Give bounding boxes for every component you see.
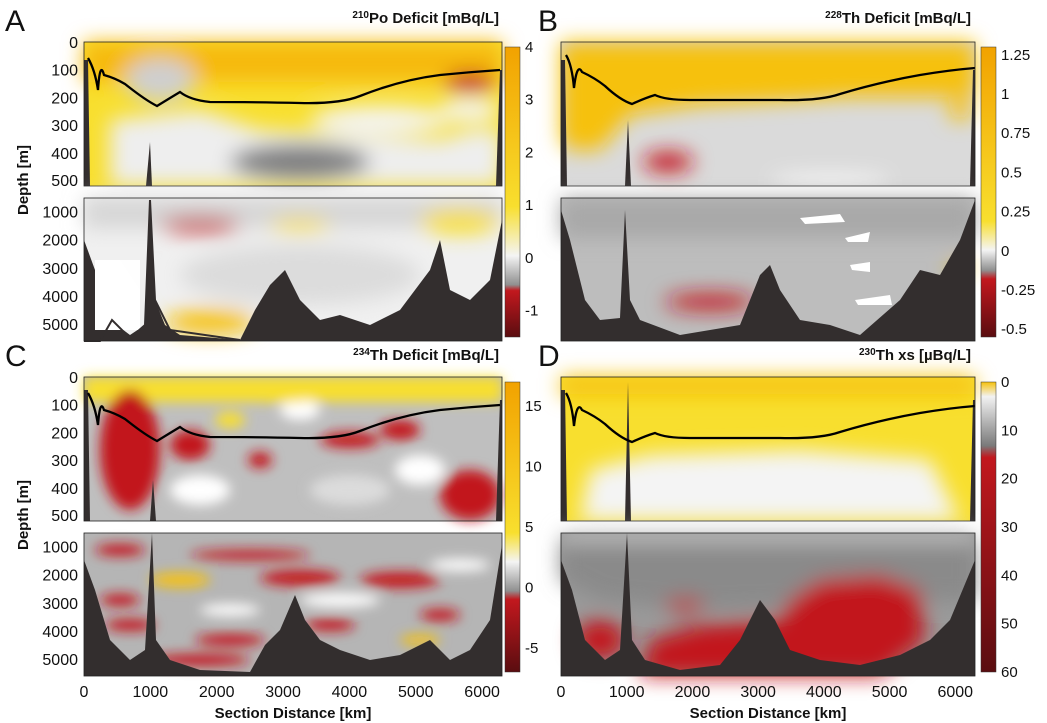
panel-b-colorbar-tick: 1.25 xyxy=(1001,47,1030,64)
panel-b-title: 228Th Deficit [mBq/L] xyxy=(825,10,971,27)
panel-c-upper-field xyxy=(84,377,502,521)
panel-c-xtick: 2000 xyxy=(199,684,235,701)
panel-d-xtick: 1000 xyxy=(609,684,645,701)
panel-d-upper-field xyxy=(561,377,976,521)
panel-c-ytick-lower: 5000 xyxy=(42,652,78,669)
panel-c-colorbar-tick: 5 xyxy=(525,519,533,536)
panel-a-colorbar-tick: 1 xyxy=(525,197,533,214)
panel-d-xtick: 4000 xyxy=(806,684,842,701)
panel-c: C 234Th Deficit [mBq/L] xyxy=(5,340,521,677)
panel-b-colorbar-tick: -0.25 xyxy=(1001,282,1035,299)
panel-d-colorbar-tick: 10 xyxy=(1001,422,1018,439)
panel-c-ytick-upper: 500 xyxy=(51,508,78,525)
panel-a-ytick-lower: 4000 xyxy=(42,289,78,306)
panel-c-colorbar xyxy=(504,381,521,673)
panel-label-b: B xyxy=(538,5,558,38)
panel-label-c: C xyxy=(5,340,27,373)
panel-c-lower-field xyxy=(84,533,502,676)
panel-a-upper-field xyxy=(84,42,502,186)
panel-d-colorbar-tick: 40 xyxy=(1001,567,1018,584)
panel-a-colorbar-tick: -1 xyxy=(525,303,538,320)
panel-c-colorbar-tick: 15 xyxy=(525,398,542,415)
panel-d-xtick: 5000 xyxy=(872,684,908,701)
panel-c-xtick: 5000 xyxy=(398,684,434,701)
panel-d-colorbar-tick: 30 xyxy=(1001,519,1018,536)
panel-c-ytick-lower: 3000 xyxy=(42,596,78,613)
panel-a-ytick-upper: 300 xyxy=(51,118,78,135)
panel-a-ytick-lower: 2000 xyxy=(42,233,78,250)
panel-a-colorbar-tick: 3 xyxy=(525,92,533,109)
panel-a-ytick-lower: 5000 xyxy=(42,317,78,334)
panel-b: B 228Th Deficit [mBq/L] xyxy=(538,5,997,342)
panel-c-title: 234Th Deficit [mBq/L] xyxy=(353,347,499,364)
panel-b-lower-field xyxy=(561,198,975,341)
panel-a-colorbar xyxy=(504,46,521,338)
panel-b-mld-line xyxy=(564,54,976,106)
panel-c-mld-line xyxy=(87,392,501,443)
panel-a-mld-line xyxy=(87,57,501,108)
panel-c-xtick: 4000 xyxy=(332,684,368,701)
panel-a-colorbar-tick: 4 xyxy=(525,39,533,56)
panel-c-xlabel: Section Distance [km] xyxy=(215,705,372,722)
panel-c-ytick-upper: 0 xyxy=(69,370,78,387)
panel-d-xtick: 2000 xyxy=(675,684,711,701)
panel-d-xtick: 6000 xyxy=(937,684,973,701)
panel-a-ylabel: Depth [m] xyxy=(15,145,32,215)
panel-a-ytick-lower: 3000 xyxy=(42,261,78,278)
panel-b-colorbar-tick: 0.5 xyxy=(1001,164,1022,181)
panel-c-xtick: 1000 xyxy=(133,684,169,701)
panel-a-colorbar-tick: 0 xyxy=(525,250,533,267)
panel-a-lower-field xyxy=(84,198,502,342)
panel-c-xtick: 0 xyxy=(80,684,89,701)
panel-a-ytick-upper: 100 xyxy=(51,63,78,80)
panel-b-upper-field xyxy=(561,42,976,186)
panel-d-colorbar-tick: 20 xyxy=(1001,471,1018,488)
panel-c-ytick-lower: 1000 xyxy=(42,540,78,557)
panel-b-colorbar-tick: -0.5 xyxy=(1001,321,1027,338)
panel-d-xtick: 0 xyxy=(557,684,566,701)
panel-c-ytick-lower: 2000 xyxy=(42,568,78,585)
panel-a-title: 210Po Deficit [mBq/L] xyxy=(352,10,499,27)
panel-a-ytick-lower: 1000 xyxy=(42,205,78,222)
panel-b-colorbar-tick: 0 xyxy=(1001,243,1009,260)
panel-c-ytick-upper: 200 xyxy=(51,425,78,442)
panel-d-xlabel: Section Distance [km] xyxy=(690,705,847,722)
panel-d: D 230Th xs [µBq/L] xyxy=(538,340,997,677)
panel-a-ytick-upper: 500 xyxy=(51,173,78,190)
panel-d-colorbar-tick: 50 xyxy=(1001,616,1018,633)
tick-labels: 0100200300400500100020003000400050004321… xyxy=(42,35,1035,701)
panel-d-colorbar-tick: 0 xyxy=(1001,374,1009,391)
panel-d-title: 230Th xs [µBq/L] xyxy=(859,347,971,364)
panel-c-ytick-upper: 300 xyxy=(51,453,78,470)
panel-c-ytick-upper: 100 xyxy=(51,398,78,415)
panel-d-colorbar-tick: 60 xyxy=(1001,664,1018,681)
panel-a-colorbar-tick: 2 xyxy=(525,144,533,161)
panel-c-colorbar-tick: 0 xyxy=(525,579,533,596)
panel-b-colorbar-tick: 1 xyxy=(1001,86,1009,103)
panel-d-mld-line xyxy=(564,392,976,444)
panel-d-lower-field xyxy=(561,533,975,676)
panel-a-ytick-upper: 400 xyxy=(51,146,78,163)
panel-label-a: A xyxy=(5,5,25,38)
panel-b-colorbar-tick: 0.75 xyxy=(1001,125,1030,142)
panel-c-ytick-upper: 400 xyxy=(51,481,78,498)
panel-d-colorbar xyxy=(980,381,997,673)
panel-c-xtick: 6000 xyxy=(464,684,500,701)
panel-b-colorbar xyxy=(980,46,997,338)
panel-c-colorbar-tick: 10 xyxy=(525,459,542,476)
panel-c-ylabel: Depth [m] xyxy=(15,480,32,550)
panel-c-colorbar-tick: -5 xyxy=(525,640,538,657)
panel-c-ytick-lower: 4000 xyxy=(42,624,78,641)
panel-b-colorbar-tick: 0.25 xyxy=(1001,204,1030,221)
panel-label-d: D xyxy=(538,340,560,373)
panel-a-ytick-upper: 200 xyxy=(51,90,78,107)
panel-a: A 210Po Deficit [mBq/L] xyxy=(5,5,521,342)
panel-a-ytick-upper: 0 xyxy=(69,35,78,52)
panel-c-xtick: 3000 xyxy=(265,684,301,701)
panel-d-xtick: 3000 xyxy=(740,684,776,701)
